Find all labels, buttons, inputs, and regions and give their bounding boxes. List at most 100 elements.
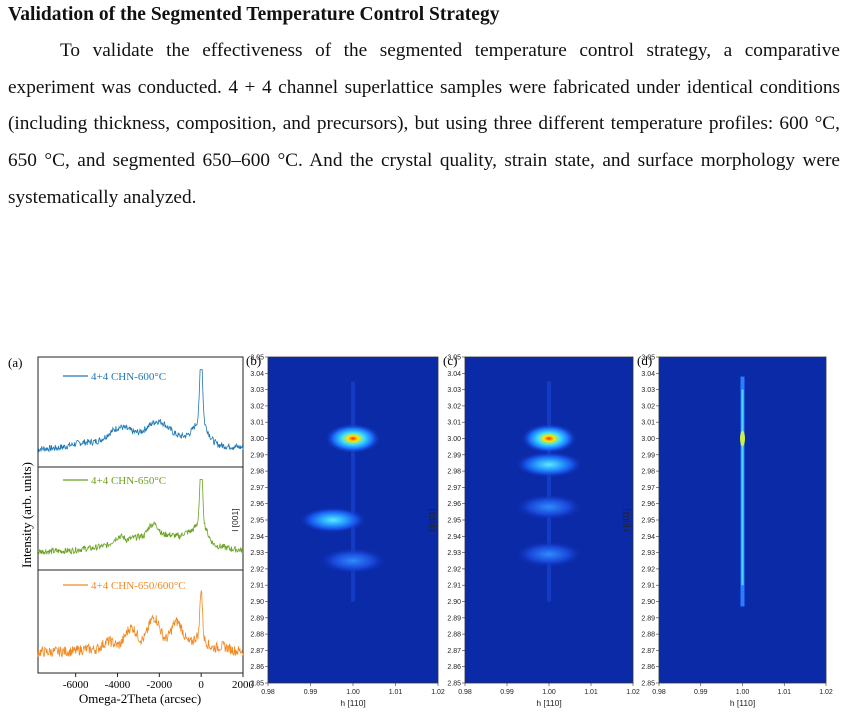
diffraction-peak	[515, 493, 583, 520]
substrate-streak	[351, 381, 355, 602]
rsm-panel-1: (b)3.05 3.04 3.03 3.02 3.01 3.00 2.99 2.98 2.97 2…	[230, 353, 445, 708]
ytick-label: 2.85	[641, 681, 655, 688]
section-heading: Validation of the Segmented Temperature …	[8, 4, 500, 25]
rsm-xlabel: h [110]	[340, 698, 365, 708]
diffraction-peak	[319, 547, 387, 574]
xtick-label: 0.99	[500, 689, 514, 696]
ytick-label: 3.03	[250, 387, 264, 394]
xtick-label: 1.01	[584, 689, 598, 696]
ytick-label: 2.89	[250, 615, 264, 622]
ytick-label: 2.99	[250, 452, 264, 459]
ytick-label: 2.87	[447, 648, 461, 655]
ytick-label: 2.97	[641, 485, 655, 492]
ytick-label: 3.05	[250, 355, 264, 362]
ytick-label: 3.00	[641, 436, 655, 443]
ytick-label: 2.89	[447, 615, 461, 622]
rsm-panel-label: (c)	[443, 353, 457, 368]
ytick-label: 2.91	[250, 583, 264, 590]
trace-1	[37, 369, 244, 453]
ytick-label: 3.02	[250, 403, 264, 410]
panel-a-ylabel: Intensity (arb. units)	[19, 462, 34, 568]
ytick-label: 2.87	[250, 648, 264, 655]
ytick-label: 2.93	[641, 550, 655, 557]
rsm-panel-3: (d)3.05 3.04 3.03 3.02 3.01 3.00 2.99 2.98 2.97 2…	[621, 353, 833, 708]
xtick-label: -4000	[105, 679, 131, 691]
xtick-label: 0.98	[652, 689, 666, 696]
trace-2	[37, 479, 244, 555]
ytick-label: 2.89	[641, 615, 655, 622]
ytick-label: 2.92	[447, 566, 461, 573]
streak-core	[741, 389, 744, 586]
ytick-label: 2.94	[250, 534, 264, 541]
rsm-ylabel: l [001]	[230, 508, 240, 531]
legend-label-3: 4+4 CHN-650/600°C	[91, 580, 186, 592]
substrate-streak	[547, 381, 551, 602]
xtick-label: 0.98	[261, 689, 275, 696]
xtick-label: 0.98	[458, 689, 472, 696]
ytick-label: 2.88	[250, 632, 264, 639]
ytick-label: 2.88	[641, 632, 655, 639]
ytick-label: 2.95	[250, 518, 264, 525]
xtick-label: 1.01	[777, 689, 791, 696]
ytick-label: 2.91	[641, 583, 655, 590]
diffraction-peak	[521, 423, 577, 454]
ytick-label: 2.93	[447, 550, 461, 557]
panel-a-xticks: -6000 -4000 -2000 0 2000	[63, 673, 255, 691]
diffraction-peak	[325, 423, 381, 454]
ytick-label: 3.00	[250, 436, 264, 443]
xtick-label: 0.99	[694, 689, 708, 696]
ytick-label: 3.04	[250, 371, 264, 378]
ytick-label: 2.94	[641, 534, 655, 541]
ytick-label: 2.96	[447, 501, 461, 508]
ytick-label: 3.05	[641, 355, 655, 362]
ytick-label: 2.95	[447, 518, 461, 525]
xtick-label: 2000	[232, 679, 255, 691]
ytick-label: 2.92	[641, 566, 655, 573]
diffraction-peak	[299, 507, 367, 533]
ytick-label: 3.04	[447, 371, 461, 378]
ytick-label: 2.87	[641, 648, 655, 655]
ytick-label: 3.01	[250, 420, 264, 427]
xtick-label: 1.02	[819, 689, 833, 696]
ytick-label: 2.98	[447, 469, 461, 476]
legend-1: 4+4 CHN-600°C	[63, 371, 166, 383]
subplot-frame-3	[37, 569, 244, 674]
streak-peak	[740, 430, 745, 447]
legend-label-2: 4+4 CHN-650°C	[91, 475, 166, 487]
rsm-ylabel: l [001]	[427, 508, 437, 531]
xtick-label: 1.01	[389, 689, 403, 696]
legend-3: 4+4 CHN-650/600°C	[63, 580, 186, 592]
spectra-traces	[37, 369, 244, 658]
ytick-label: 3.02	[641, 403, 655, 410]
ytick-label: 2.90	[641, 599, 655, 606]
ytick-label: 2.94	[447, 534, 461, 541]
ytick-label: 2.90	[250, 599, 264, 606]
ytick-label: 2.98	[250, 469, 264, 476]
legend-2: 4+4 CHN-650°C	[63, 475, 166, 487]
ytick-label: 2.93	[250, 550, 264, 557]
rsm-xlabel: h [110]	[730, 698, 755, 708]
ytick-label: 2.97	[250, 485, 264, 492]
body-paragraph: To validate the effectiveness of the seg…	[8, 33, 840, 217]
ytick-label: 2.91	[447, 583, 461, 590]
rsm-maps: (b)3.053.043.033.023.013.002.992.982.972…	[230, 353, 833, 708]
xtick-label: -2000	[146, 679, 172, 691]
rsm-panel-label: (d)	[637, 353, 652, 368]
ytick-label: 2.99	[641, 452, 655, 459]
ytick-label: 3.03	[641, 387, 655, 394]
panel-a: (a) 4+4 CHN-600°C 4+4 CHN-650°C 4+4 CHN-…	[8, 355, 255, 706]
ytick-label: 3.03	[447, 387, 461, 394]
xtick-label: 1.02	[431, 689, 445, 696]
xtick-label: 1.00	[346, 689, 360, 696]
panel-a-label: (a)	[8, 355, 22, 370]
xtick-label: -6000	[63, 679, 89, 691]
ytick-label: 2.85	[250, 681, 264, 688]
ytick-label: 3.01	[641, 420, 655, 427]
xtick-label: 0	[198, 679, 204, 691]
ytick-label: 2.92	[250, 566, 264, 573]
xtick-label: 1.02	[626, 689, 640, 696]
trace-3	[37, 590, 244, 658]
xtick-label: 1.00	[736, 689, 750, 696]
ytick-label: 2.95	[641, 518, 655, 525]
